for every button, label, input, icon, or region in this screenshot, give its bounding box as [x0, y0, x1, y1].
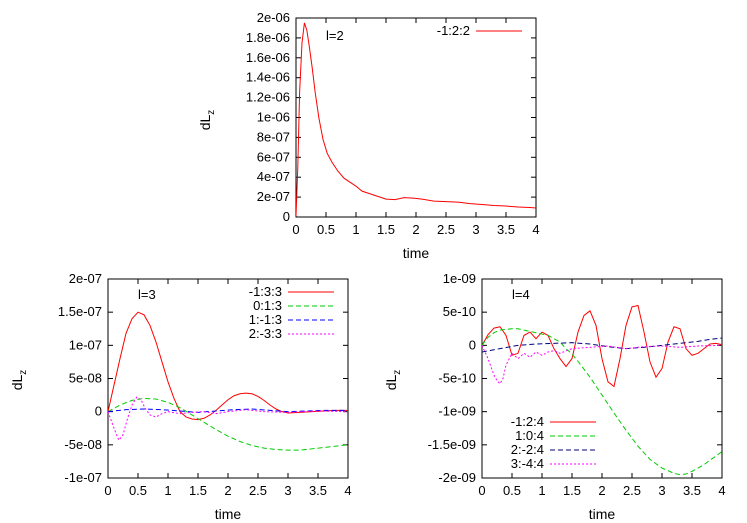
y-axis-label: dLz — [9, 370, 29, 391]
y-tick-label: 6e-07 — [257, 149, 290, 164]
x-tick-label: 4 — [718, 483, 725, 498]
plot-frame — [107, 278, 349, 479]
x-tick-label: 1 — [352, 222, 359, 237]
x-tick-label: 3 — [658, 483, 665, 498]
y-tick-label: 2e-07 — [257, 189, 290, 204]
series-line-4 — [482, 344, 722, 385]
x-axis-label: time — [403, 245, 430, 261]
panel-label: l=3 — [138, 287, 156, 302]
y-tick-label: -5e-08 — [64, 437, 102, 452]
legend-label: 2:-3:3 — [249, 326, 282, 341]
y-tick-label: 8e-07 — [257, 129, 290, 144]
y-axis-label-subscript: z — [18, 370, 29, 375]
series-line-1 — [108, 311, 348, 421]
x-tick-label: 1.5 — [563, 483, 581, 498]
x-tick-label: 4 — [344, 483, 351, 498]
legend-label: -1:2:2 — [437, 23, 470, 38]
plot-frame — [295, 17, 537, 218]
series-line-2 — [108, 397, 348, 451]
y-axis-label-subscript: z — [392, 370, 403, 375]
series-line-4 — [108, 396, 348, 442]
x-tick-label: 2 — [598, 483, 605, 498]
y-tick-label: 1e-09 — [443, 271, 476, 286]
legend-label: 1:-1:3 — [249, 312, 282, 327]
chart-panel-1: 0 0.5 1 1.5 2 2.5 3 3.5 4 0 2e-07 4e-07 6e-07 8e-07 1e… — [197, 10, 540, 261]
y-tick-label: -2e-09 — [438, 470, 476, 485]
x-tick-label: 1.5 — [377, 222, 395, 237]
y-tick-label: 2e-07 — [69, 271, 102, 286]
series-line-3 — [108, 408, 348, 413]
y-tick-label: -1e-07 — [64, 470, 102, 485]
x-tick-label: 1 — [538, 483, 545, 498]
x-tick-label: 0.5 — [503, 483, 521, 498]
x-tick-label: 3.5 — [309, 483, 327, 498]
y-tick-label: 0 — [469, 337, 476, 352]
y-tick-label: 4e-07 — [257, 169, 290, 184]
x-tick-label: 1.5 — [189, 483, 207, 498]
x-tick-label: 2 — [224, 483, 231, 498]
x-axis-label: time — [589, 506, 616, 522]
y-axis-label-main: dL — [383, 375, 399, 391]
chart-panel-3: 0 0.5 1 1.5 2 2.5 3 3.5 4 -2e-09 -1.5e-09 -1e-09 -5e… — [383, 271, 726, 522]
y-tick-label: 1.5e-07 — [58, 304, 102, 319]
series-line-2 — [482, 328, 722, 476]
y-tick-label: 1.6e-06 — [246, 50, 290, 65]
y-tick-label: 1e-06 — [257, 110, 290, 125]
y-tick-label: -1.5e-09 — [428, 437, 476, 452]
x-tick-label: 0.5 — [317, 222, 335, 237]
x-tick-label: 2.5 — [249, 483, 267, 498]
y-tick-label: 1.8e-06 — [246, 30, 290, 45]
y-tick-label: 1e-07 — [69, 337, 102, 352]
x-tick-label: 3 — [284, 483, 291, 498]
x-tick-label: 0 — [478, 483, 485, 498]
x-tick-label: 2.5 — [437, 222, 455, 237]
x-tick-label: 3.5 — [497, 222, 515, 237]
y-axis-label: dLz — [383, 370, 403, 391]
y-axis-label-subscript: z — [206, 110, 217, 115]
y-tick-label: 1.2e-06 — [246, 90, 290, 105]
legend-label: 2:-2:4 — [511, 442, 544, 457]
y-axis-label-main: dL — [197, 115, 213, 131]
legend-label: 0:1:3 — [253, 298, 282, 313]
legend-label: 1:0:4 — [515, 428, 544, 443]
y-axis-label-main: dL — [9, 375, 25, 391]
x-tick-label: 4 — [532, 222, 539, 237]
series-line-1 — [482, 304, 722, 388]
x-tick-label: 3 — [472, 222, 479, 237]
x-tick-label: 3.5 — [683, 483, 701, 498]
x-tick-label: 2.5 — [623, 483, 641, 498]
y-tick-label: 2e-06 — [257, 10, 290, 25]
panel-label: l=2 — [326, 28, 344, 43]
y-tick-label: 0 — [95, 404, 102, 419]
x-tick-label: 0 — [292, 222, 299, 237]
series-line-3 — [482, 337, 722, 353]
y-axis-label: dLz — [197, 110, 217, 131]
x-tick-label: 0.5 — [129, 483, 147, 498]
y-tick-label: 5e-08 — [69, 371, 102, 386]
legend-label: -1:3:3 — [249, 284, 282, 299]
y-tick-label: 0 — [283, 209, 290, 224]
y-tick-label: -1e-09 — [438, 404, 476, 419]
y-tick-label: 1.4e-06 — [246, 70, 290, 85]
x-tick-label: 1 — [164, 483, 171, 498]
y-tick-label: -5e-10 — [438, 371, 476, 386]
chart-panel-2: 0 0.5 1 1.5 2 2.5 3 3.5 4 -1e-07 -5e-08 0 5e-08 1e-07… — [9, 271, 352, 522]
y-tick-label: 5e-10 — [443, 304, 476, 319]
series-line-1 — [296, 22, 536, 217]
panel-label: l=4 — [512, 287, 530, 302]
x-tick-label: 2 — [412, 222, 419, 237]
legend-label: 3:-4:4 — [511, 456, 544, 471]
legend-label: -1:2:4 — [511, 414, 544, 429]
x-tick-label: 0 — [104, 483, 111, 498]
x-axis-label: time — [215, 506, 242, 522]
